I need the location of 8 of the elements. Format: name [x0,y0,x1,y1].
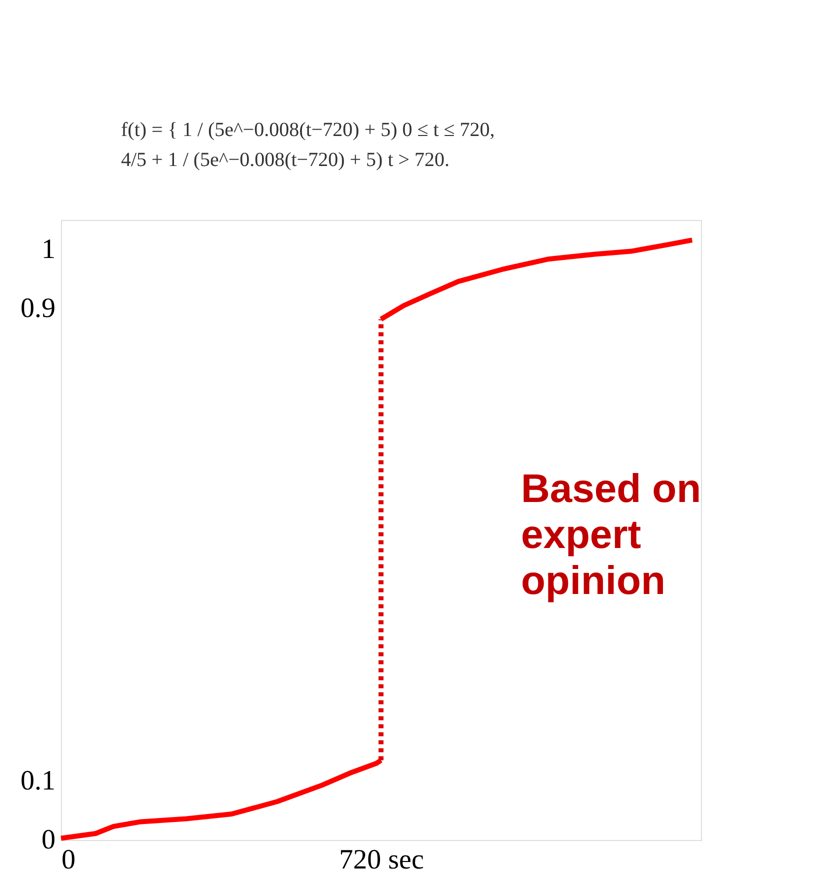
text: 4/5 + 1 / (5e^−0.008(t−720) + 5) t > 720. [121,149,450,171]
annotation: Based on expert opinion [521,467,702,603]
y-tick-label: 0 [42,824,56,856]
x-tick-label: 720 sec [339,844,424,876]
y-tick-label: 1 [42,234,56,266]
y-tick-label: 0.9 [20,293,56,324]
text: f(t) = { 1 / (5e^−0.008(t−720) + 5) 0 ≤ t ≤ 720, [121,119,495,141]
y-tick-label: 0.1 [20,765,56,796]
